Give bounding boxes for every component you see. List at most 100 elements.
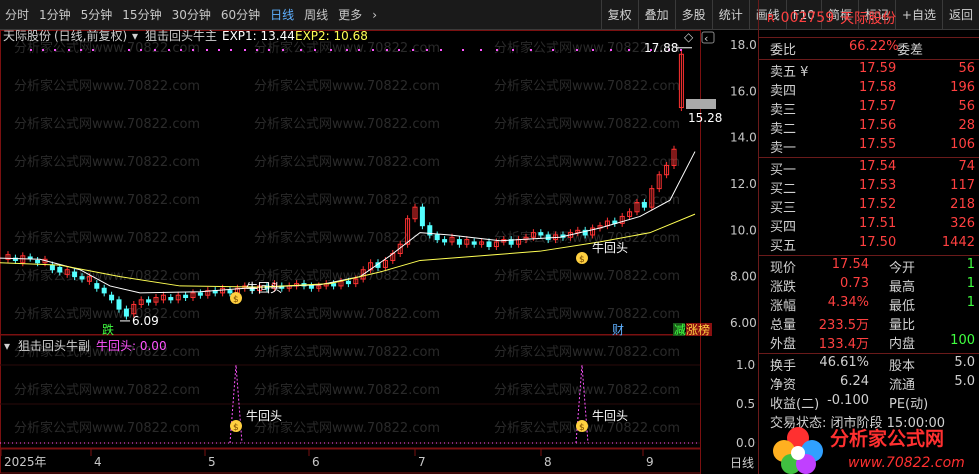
candle-body: [205, 290, 211, 296]
tab-period-1[interactable]: 1分钟: [39, 8, 71, 22]
quote-header: R 002759 天际股份: [759, 0, 979, 36]
candle-body: [627, 211, 633, 217]
tab-period-2[interactable]: 5分钟: [80, 8, 113, 22]
tab-period-6[interactable]: 日线: [270, 8, 295, 22]
prev-close-label: 15.28: [688, 111, 722, 125]
toolbar-button-1[interactable]: 叠加: [637, 0, 675, 30]
stock-code: 002759: [780, 10, 835, 26]
candle-body: [412, 206, 418, 220]
toolbar-button-5[interactable]: F10: [785, 0, 821, 30]
divider: [759, 59, 979, 60]
stat-value: 233.5万: [818, 318, 869, 333]
candle-body: [175, 294, 181, 301]
tab-period-3[interactable]: 15分钟: [122, 8, 162, 22]
x-axis-frame: [0, 448, 701, 474]
tab-period-4[interactable]: 30分钟: [171, 8, 211, 22]
signal-dot: [512, 49, 514, 51]
bid-row: 买四 17.51 326: [767, 216, 979, 235]
chevron-right-icon[interactable]: ›: [372, 7, 377, 22]
site-logo: 分析家公式网 www.70822.com: [773, 427, 965, 474]
bid-price: 17.54: [859, 159, 897, 174]
stat-label: 外盘: [770, 337, 797, 352]
toolbar-button-8[interactable]: +自选: [894, 0, 942, 30]
x-axis-label: 6: [312, 455, 320, 469]
y-axis-label: 10.00: [730, 223, 756, 237]
toolbar-button-9[interactable]: 返回: [941, 0, 979, 30]
candle-body: [471, 241, 477, 245]
signal-dot: [650, 49, 652, 51]
signal-dot: [358, 49, 360, 51]
watermark-text: 分析家公式网www.70822.com: [14, 230, 200, 246]
stat-row: 涨幅 4.34% 最低 1: [767, 295, 979, 314]
prev-close-box: [686, 99, 716, 109]
logo-url: www.70822.com: [848, 455, 965, 471]
watermark-text: 分析家公式网www.70822.com: [254, 40, 440, 56]
signal-dot: [128, 49, 130, 51]
toolbar-button-6[interactable]: 简框: [820, 0, 858, 30]
candle-body: [353, 278, 359, 285]
x-axis-label: 9: [646, 455, 654, 469]
watermark-text: 分析家公式网www.70822.com: [14, 420, 200, 436]
watermark-text: 分析家公式网www.70822.com: [494, 306, 680, 322]
watermark-text: 分析家公式网www.70822.com: [254, 78, 440, 94]
watermark-text: 分析家公式网www.70822.com: [254, 420, 440, 436]
sub-signal-1-money-bag-icon: [230, 420, 242, 432]
toolbar-button-7[interactable]: 标记: [857, 0, 895, 30]
signal-dot: [268, 49, 270, 51]
toolbar-button-4[interactable]: 画线: [748, 0, 786, 30]
exp1-line: [0, 151, 696, 294]
ask-price: 17.55: [859, 137, 897, 152]
watermark-text: 分析家公式网www.70822.com: [254, 154, 440, 170]
candle-body: [678, 53, 684, 109]
tab-period-0[interactable]: 分时: [5, 8, 30, 22]
stat-row: 外盘 133.4万 内盘 100: [767, 333, 979, 352]
y-axis-label: 6.00: [730, 316, 756, 330]
bid-volume: 74: [958, 159, 975, 174]
mark-zhangbang-bg: [686, 323, 712, 336]
kline-svg[interactable]: 分析家公式网www.70822.com 分析家公式网www.70822.com 分析…: [0, 30, 756, 474]
candle-body: [138, 299, 144, 305]
mark-zhangbang: 涨榜: [686, 322, 710, 337]
r-badge-icon: R: [767, 11, 775, 25]
toolbar-button-3[interactable]: 统计: [711, 0, 749, 30]
signal-dot: [80, 49, 82, 51]
x-axis-label: 8: [544, 455, 552, 469]
signal-dot: [530, 49, 532, 51]
candle-body: [109, 294, 115, 301]
signal-dot: [668, 49, 670, 51]
sub-y-axis-label: 1.00: [736, 358, 756, 372]
candle-body: [197, 292, 203, 296]
tab-period-5[interactable]: 60分钟: [220, 8, 261, 22]
y-axis-label: 14.00: [730, 131, 756, 145]
candle-body: [634, 202, 640, 213]
divider: [759, 37, 979, 38]
tab-period-7[interactable]: 周线: [304, 8, 329, 22]
candle-body: [227, 290, 233, 294]
sub-signal-2-dollar-icon: $: [579, 423, 585, 433]
bid-label: 买四: [770, 220, 797, 235]
candle-body: [434, 234, 440, 241]
candle-body: [316, 285, 322, 289]
ask-volume: 106: [950, 137, 975, 152]
kline-chart[interactable]: 分析家公式网www.70822.com 分析家公式网www.70822.com 分析…: [0, 30, 756, 474]
candle-body: [116, 299, 122, 310]
bottom-tab-daily: 日线: [730, 456, 754, 470]
candle-body: [508, 239, 514, 245]
toolbar-button-2[interactable]: 多股: [674, 0, 712, 30]
watermark-text: 分析家公式网www.70822.com: [254, 344, 440, 360]
tab-period-8[interactable]: 更多: [338, 8, 363, 22]
y-axis-label: 18.00: [730, 38, 756, 52]
signal-dot: [314, 49, 316, 51]
candle-body: [419, 206, 425, 227]
bid-price: 17.51: [859, 216, 897, 231]
candle-body: [671, 148, 677, 166]
watermark-text: 分析家公式网www.70822.com: [494, 344, 680, 360]
signal-dot: [426, 49, 428, 51]
stat2-row: 收益(二) -0.100 PE(动): [767, 393, 979, 412]
toolbar-button-0[interactable]: 复权: [600, 0, 638, 30]
signal-dot: [218, 49, 220, 51]
signal-dot: [462, 49, 464, 51]
bid-row: 买一 17.54 74: [767, 159, 979, 178]
watermark-text: 分析家公式网www.70822.com: [254, 230, 440, 246]
high-price-label: 17.88: [644, 41, 678, 55]
